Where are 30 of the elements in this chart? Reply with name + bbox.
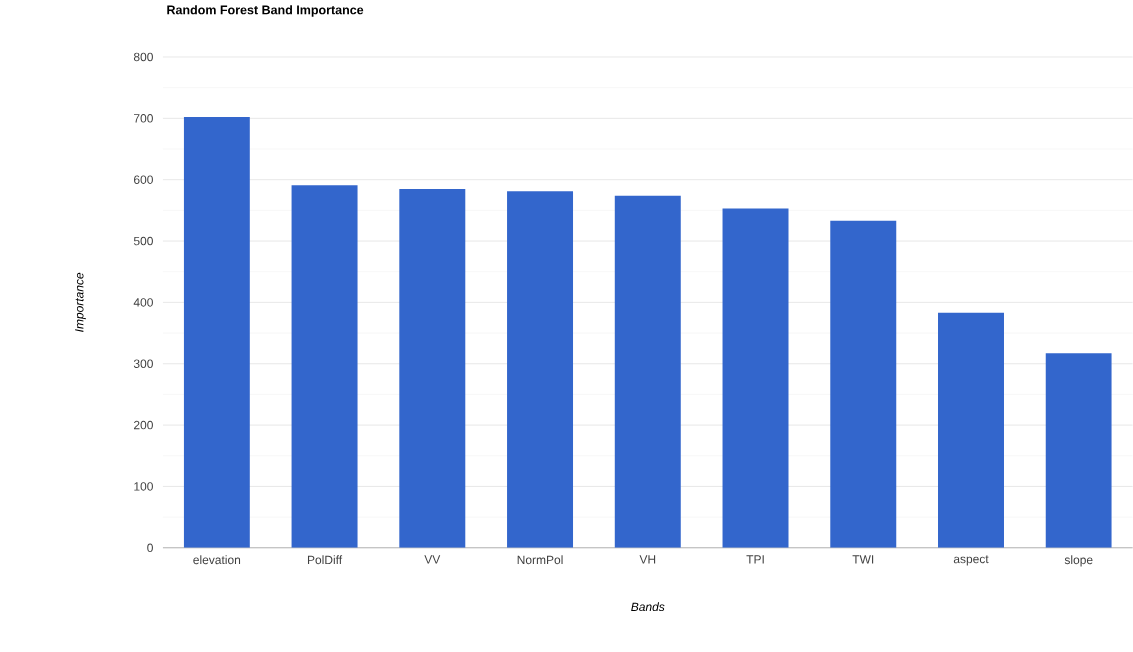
bar: [614, 195, 681, 548]
bar: [722, 208, 789, 548]
x-tick-label: slope: [1064, 555, 1093, 567]
x-tick-label: TWI: [852, 555, 874, 564]
x-tick-label: aspect: [953, 555, 989, 566]
x-tick-label: NormPol: [517, 555, 563, 565]
x-tick-label: VH: [639, 555, 656, 564]
bar: [938, 312, 1004, 548]
chart-title: Random Forest Band Importance: [167, 5, 364, 17]
x-tick-label: PolDiff: [307, 555, 343, 565]
x-tick-label: VV: [424, 555, 441, 564]
bar: [830, 220, 897, 548]
bar: [291, 185, 358, 548]
bar: [399, 188, 466, 548]
x-axis-title: Bands: [631, 602, 665, 612]
y-tick-label: 400: [133, 298, 153, 307]
y-tick-label: 0: [147, 543, 153, 553]
y-tick-label: 300: [133, 359, 153, 369]
y-tick-label: 200: [134, 420, 153, 430]
y-axis-title: Importance: [75, 272, 86, 333]
bar: [1045, 353, 1112, 548]
bar: [183, 117, 250, 548]
y-tick-label: 100: [134, 482, 153, 491]
x-tick-label: TPI: [746, 555, 764, 564]
y-tick-label: 500: [133, 236, 153, 246]
y-tick-label: 800: [133, 52, 153, 62]
bar: [507, 191, 574, 548]
x-tick-label: elevation: [193, 555, 241, 565]
y-tick-label: 600: [134, 175, 153, 185]
y-tick-label: 700: [134, 114, 153, 123]
